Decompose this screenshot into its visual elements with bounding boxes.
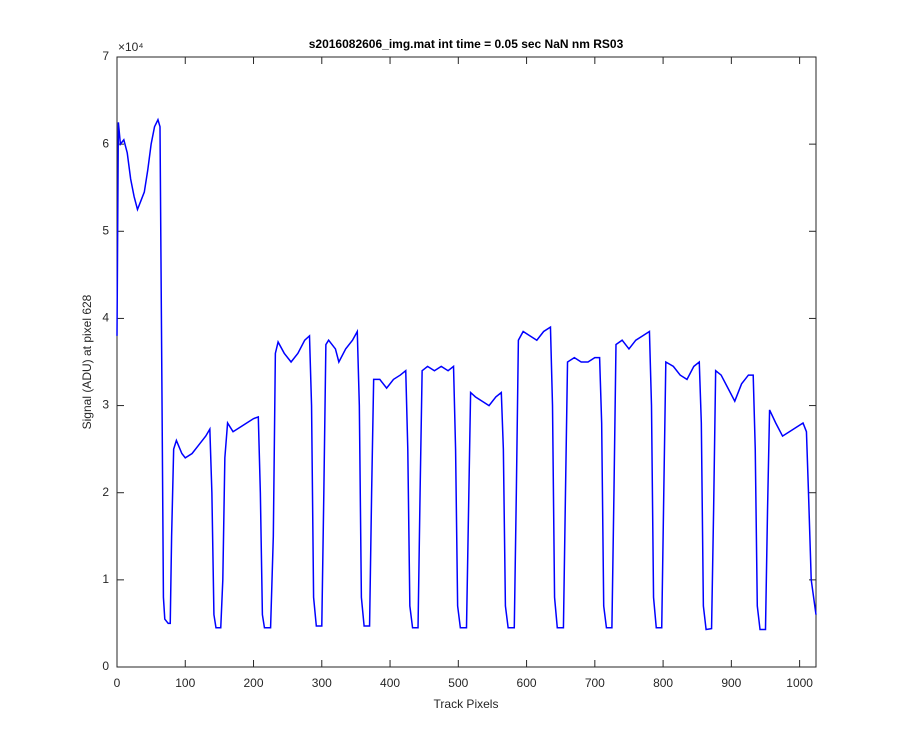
x-tick-label: 700 bbox=[585, 676, 605, 690]
x-tick-label: 200 bbox=[244, 676, 264, 690]
chart-title: s2016082606_img.mat int time = 0.05 sec … bbox=[309, 37, 624, 51]
y-tick-label: 0 bbox=[102, 659, 109, 673]
y-tick-label: 6 bbox=[102, 136, 109, 150]
axes-box bbox=[116, 56, 817, 668]
x-tick-label: 900 bbox=[721, 676, 741, 690]
y-axis-label: Signal (ADU) at pixel 628 bbox=[80, 294, 94, 429]
x-tick-label: 400 bbox=[380, 676, 400, 690]
x-tick-label: 600 bbox=[517, 676, 537, 690]
x-tick-label: 100 bbox=[175, 676, 195, 690]
y-tick-label: 4 bbox=[102, 311, 109, 325]
data-line bbox=[116, 117, 817, 631]
y-tick-label: 1 bbox=[102, 572, 109, 586]
y-exponent-label: ×10⁴ bbox=[118, 40, 144, 54]
y-tick-label: 3 bbox=[102, 398, 109, 412]
y-tick-label: 5 bbox=[102, 223, 109, 237]
x-tick-label: 500 bbox=[448, 676, 468, 690]
x-tick-label: 1000 bbox=[786, 676, 813, 690]
x-tick-label: 800 bbox=[653, 676, 673, 690]
x-tick-label: 0 bbox=[114, 676, 121, 690]
x-tick-label: 300 bbox=[312, 676, 332, 690]
x-axis-label: Track Pixels bbox=[434, 697, 499, 711]
y-tick-label: 2 bbox=[102, 485, 109, 499]
y-tick-label: 7 bbox=[102, 49, 109, 63]
